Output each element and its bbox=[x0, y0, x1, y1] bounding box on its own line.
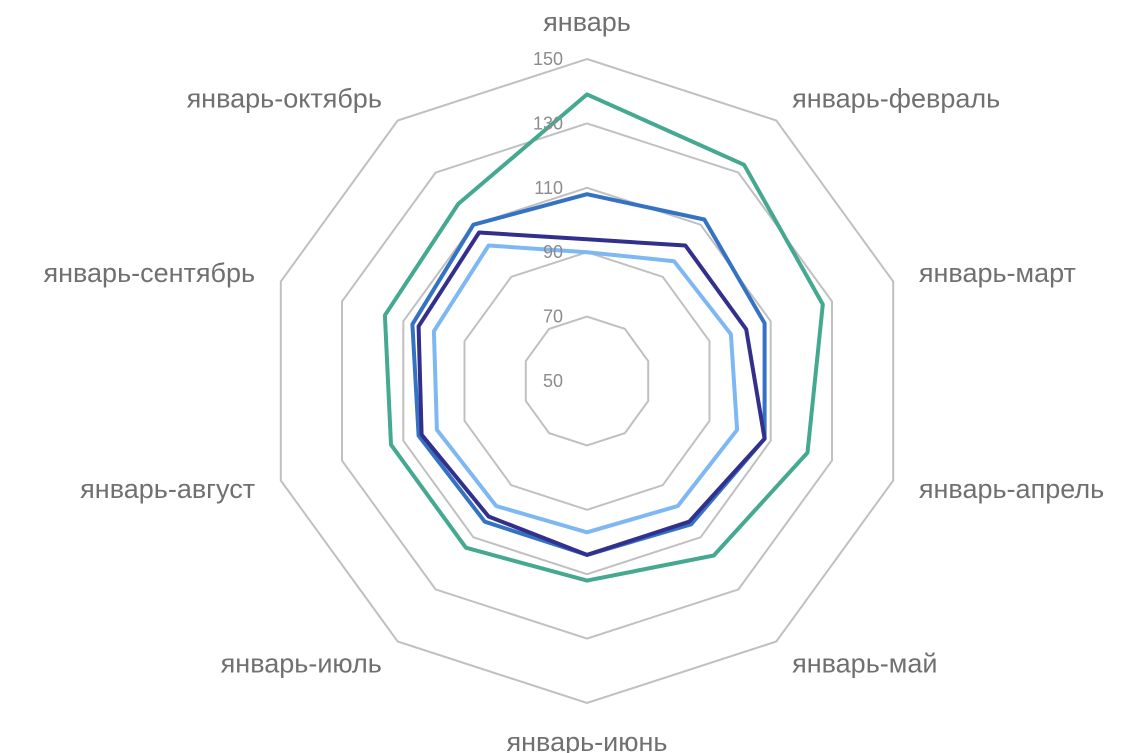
radial-axis-ticks: 50 70 90 110 130 150 bbox=[533, 49, 563, 391]
category-label-1: январь-февраль bbox=[792, 84, 1000, 114]
category-label-0: январь bbox=[543, 7, 631, 37]
category-label-9: январь-октябрь bbox=[187, 84, 382, 114]
r-tick-label-0: 50 bbox=[543, 371, 563, 391]
category-label-5: январь-июнь bbox=[507, 727, 668, 753]
series-line-2 bbox=[419, 233, 765, 555]
category-label-3: январь-апрель bbox=[919, 474, 1104, 504]
r-tick-label-5: 150 bbox=[533, 49, 563, 69]
series-line-3 bbox=[434, 246, 737, 533]
radar-grid bbox=[281, 59, 893, 703]
category-label-4: январь-май bbox=[792, 648, 937, 678]
r-tick-label-3: 110 bbox=[534, 178, 563, 198]
category-label-8: январь-сентябрь bbox=[43, 258, 255, 288]
r-tick-label-2: 90 bbox=[543, 242, 563, 262]
grid-ring-5 bbox=[281, 59, 893, 703]
category-label-2: январь-март bbox=[919, 258, 1076, 288]
r-tick-label-4: 130 bbox=[533, 113, 563, 133]
r-tick-label-1: 70 bbox=[543, 307, 563, 327]
grid-ring-2 bbox=[465, 252, 710, 510]
category-label-6: январь-июль bbox=[221, 648, 382, 678]
category-label-7: январь-август bbox=[80, 474, 255, 504]
category-labels: январь январь-февраль январь-март январь… bbox=[43, 7, 1104, 753]
